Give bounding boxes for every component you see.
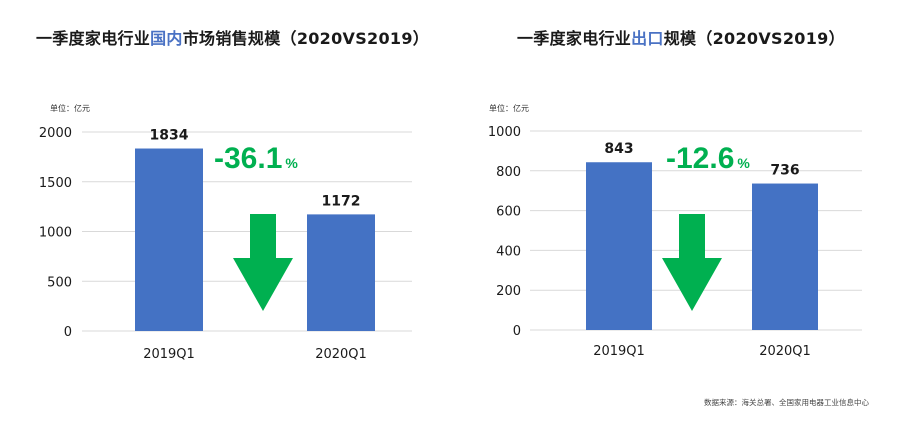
domestic-chart-title: 一季度家电行业国内市场销售规模（2020VS2019） [36, 25, 429, 49]
y-tick-label: 400 [496, 244, 521, 259]
title-prefix: 一季度家电行业 [517, 29, 632, 48]
y-tick-label: 600 [496, 205, 521, 220]
domestic-bar-chart: 0 500 1000 1500 2000 1834 2019Q1 1172 2020Q1 -36.… [39, 126, 412, 362]
title-highlight: 出口 [631, 29, 664, 48]
x-category-label: 2020Q1 [759, 344, 811, 359]
title-suffix: 市场销售规模（2020VS2019） [182, 29, 430, 48]
y-tick-label: 2000 [39, 126, 72, 141]
percent-change-label: -12.6% [666, 142, 750, 175]
bar [586, 162, 652, 330]
bar-value-label: 843 [604, 141, 633, 157]
y-tick-label: 0 [513, 324, 521, 339]
bar [307, 214, 375, 331]
y-tick-label: 200 [496, 284, 521, 299]
y-tick-label: 800 [496, 165, 521, 180]
x-category-label: 2019Q1 [143, 347, 195, 362]
down-arrow-icon [662, 214, 722, 311]
title-prefix: 一季度家电行业 [36, 29, 151, 48]
y-tick-label: 1000 [488, 125, 521, 140]
x-category-label: 2019Q1 [593, 344, 645, 359]
y-tick-label: 1500 [39, 176, 72, 191]
y-tick-label: 1000 [39, 226, 72, 241]
bar [135, 148, 203, 331]
title-suffix: 规模（2020VS2019） [663, 29, 845, 48]
domestic-sales-panel: 一季度家电行业国内市场销售规模（2020VS2019） 单位：亿元 0 500 10… [0, 0, 450, 423]
down-arrow-icon [233, 214, 293, 311]
y-tick-label: 500 [47, 275, 72, 290]
unit-label: 单位：亿元 [50, 104, 90, 113]
bar-value-label: 1834 [150, 128, 189, 144]
title-highlight: 国内 [150, 29, 183, 48]
export-panel: 一季度家电行业出口规模（2020VS2019） 单位：亿元 0 200 400 600… [455, 0, 915, 423]
data-source-note: 数据来源：海关总署、全国家用电器工业信息中心 [704, 398, 869, 407]
bar [752, 183, 818, 330]
bar-value-label: 1172 [322, 193, 361, 209]
export-chart-title: 一季度家电行业出口规模（2020VS2019） [517, 25, 845, 49]
percent-change-label: -36.1% [214, 142, 298, 175]
x-category-label: 2020Q1 [315, 347, 367, 362]
export-bar-chart: 0 200 400 600 800 1000 843 2019Q1 736 2020Q1 -12.6… [488, 125, 862, 359]
unit-label: 单位：亿元 [489, 104, 529, 113]
bar-value-label: 736 [770, 163, 799, 179]
y-tick-label: 0 [64, 325, 72, 340]
